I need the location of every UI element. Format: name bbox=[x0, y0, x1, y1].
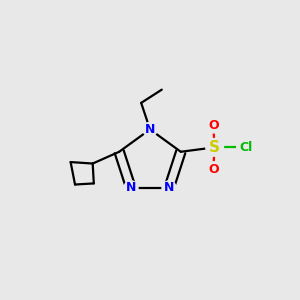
Text: S: S bbox=[209, 140, 220, 155]
Circle shape bbox=[237, 139, 254, 156]
Text: N: N bbox=[145, 123, 155, 136]
Circle shape bbox=[143, 122, 157, 136]
Circle shape bbox=[124, 181, 138, 195]
Circle shape bbox=[206, 139, 224, 156]
Circle shape bbox=[162, 181, 176, 195]
Text: Cl: Cl bbox=[239, 141, 252, 154]
Text: N: N bbox=[164, 182, 174, 194]
Text: N: N bbox=[126, 182, 136, 194]
Text: O: O bbox=[208, 119, 218, 132]
Circle shape bbox=[206, 118, 221, 133]
Text: O: O bbox=[208, 163, 218, 176]
Circle shape bbox=[206, 162, 221, 177]
